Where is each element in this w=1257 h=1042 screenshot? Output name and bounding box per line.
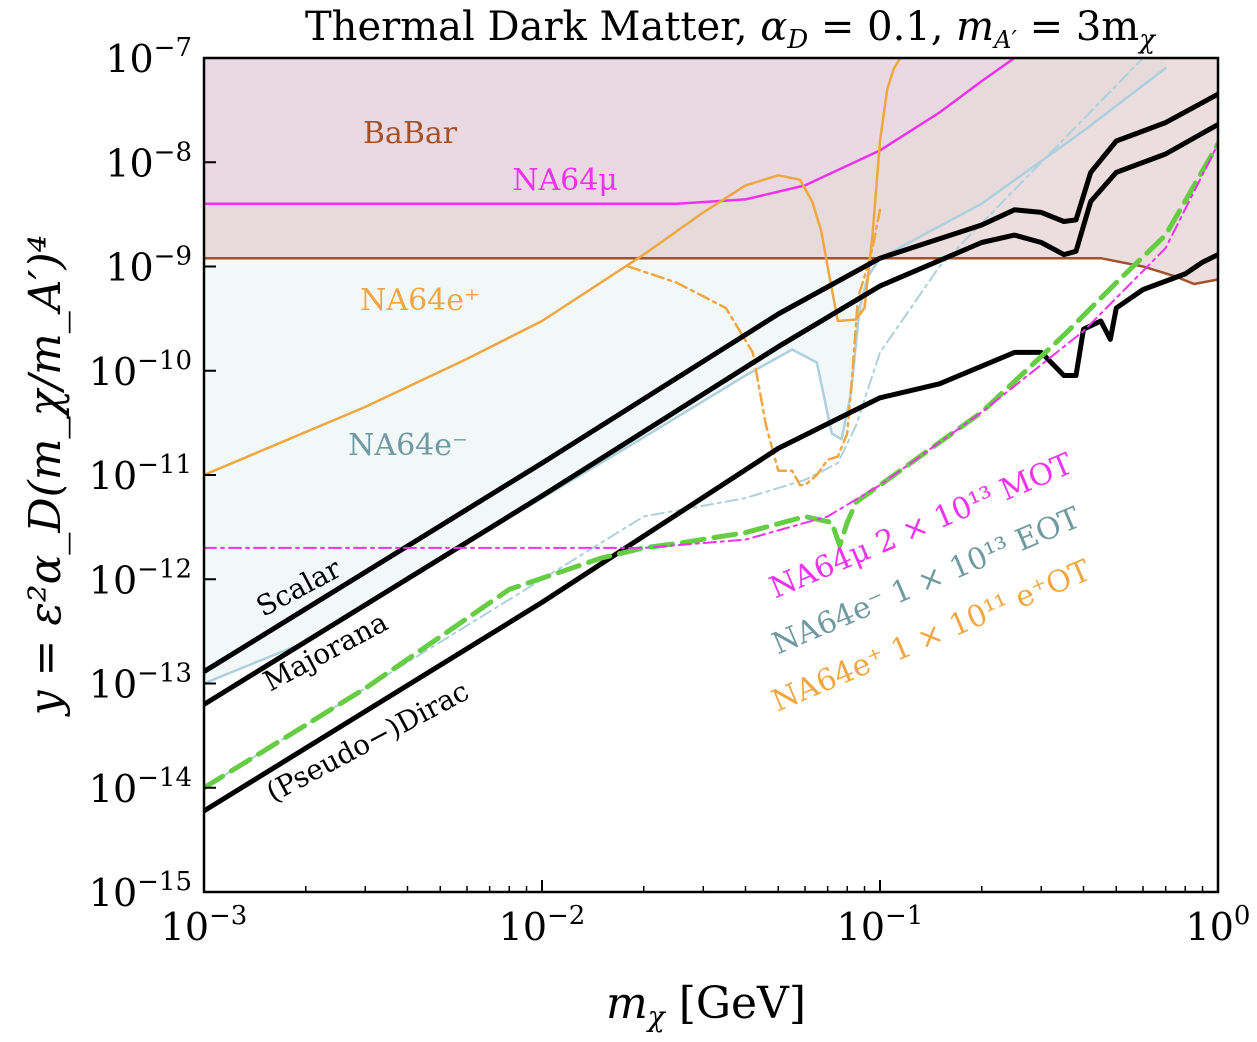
y-axis-label: y = ε²α_D(m_χ/m_A′)⁴ [20,235,71,718]
y-tick-label: 10−13 [89,659,192,707]
label-na64em: NA64e⁻ [348,428,468,463]
chart-title: Thermal Dark Matter, αD = 0.1, mA′ = 3mχ [305,4,1157,55]
y-tick-label: 10−9 [105,242,192,290]
y-tick-label: 10−11 [89,450,192,498]
x-tick-label: 100 [1186,901,1251,949]
y-tick-label: 10−15 [89,867,192,915]
series-line-majorana [204,122,1218,707]
label-babar: BaBar [363,116,458,151]
axis-ticks: 10−3 10−2 10−1 100 10−7 10−8 10−9 10−10 10−11 10−… [89,33,1251,949]
series-line-na64 [204,58,1016,205]
series-line-scalar [204,91,1218,675]
y-tick-label: 10−14 [89,763,192,811]
exclusion-regions [204,58,1218,684]
series-line-combined-projection [204,141,1218,791]
series-line-na64e-1-10-eot [204,58,1144,789]
label-na64ep: NA64e⁺ [360,283,480,318]
y-tick-label: 10−10 [89,346,192,394]
label-dirac: (Pseudo−)Dirac [261,674,475,808]
y-tick-label: 10−12 [89,554,192,602]
series-line-na64-2-10-mot [204,142,1218,549]
series-line-na64e [204,58,902,477]
babar-excluded-region [204,58,1218,284]
label-na64mu: NA64μ [512,163,618,198]
y-tick-label: 10−8 [105,137,192,185]
x-tick-label: 10−3 [161,901,248,949]
series-line-babar [204,256,1218,286]
series-line-na64e-1-10-e-ot [627,208,882,487]
series-lines [204,58,1218,814]
x-axis-label: mχ [GeV] [606,978,806,1033]
x-tick-label: 10−2 [499,901,586,949]
series-line-pseudo-dirac [204,252,1218,814]
na64mu-excluded-region [204,58,1015,204]
y-tick-label: 10−7 [105,33,192,81]
x-tick-label: 10−1 [837,901,924,949]
